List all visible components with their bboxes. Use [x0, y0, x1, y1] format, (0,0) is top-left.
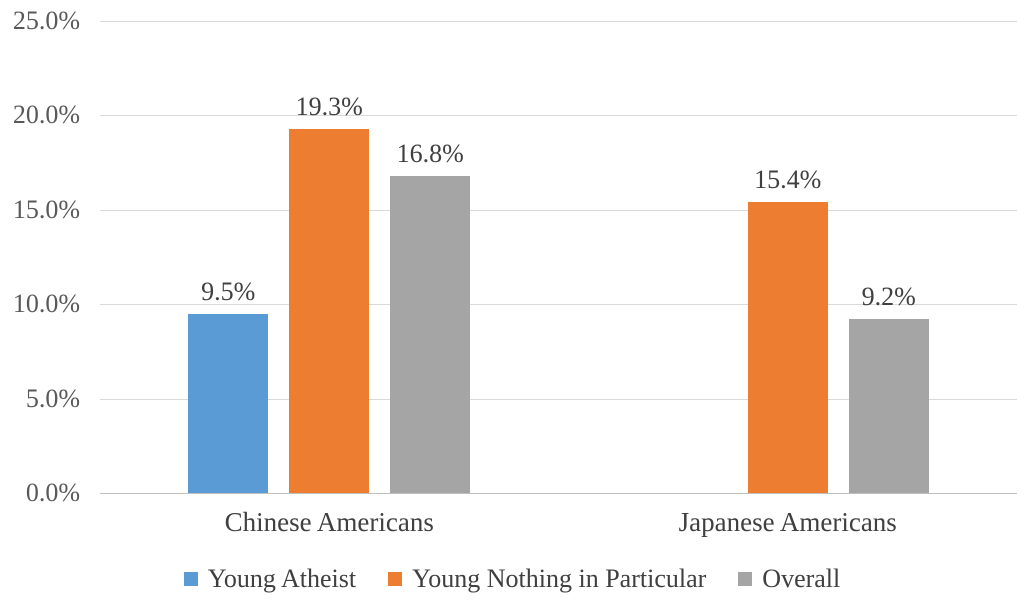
data-label: 9.5% — [201, 276, 256, 306]
bar-overall-group2 — [848, 319, 929, 493]
bar-young-nothing-in-particular-group2 — [747, 202, 828, 493]
data-label: 16.8% — [396, 138, 464, 168]
gridline — [100, 115, 1017, 117]
legend-swatch-icon — [738, 572, 753, 586]
y-axis-tick-label: 0.0% — [25, 478, 80, 507]
y-axis-tick-label: 15.0% — [12, 194, 80, 224]
legend-item-overall: Overall — [738, 564, 840, 594]
x-axis-category-label: Chinese Americans — [224, 507, 434, 537]
legend-swatch-icon — [388, 572, 403, 586]
legend-label: Young Nothing in Particular — [412, 564, 707, 593]
legend: Young Atheist Young Nothing in Particular… — [0, 564, 1024, 594]
legend-label: Overall — [762, 564, 841, 593]
gridline — [100, 209, 1017, 211]
y-axis-tick-label: 10.0% — [12, 289, 80, 319]
legend-swatch-icon — [183, 572, 198, 586]
x-axis-line — [100, 493, 1017, 494]
data-label: 9.2% — [861, 282, 916, 312]
data-label: 19.3% — [295, 91, 363, 121]
x-axis-category-label: Japanese Americans — [678, 507, 897, 537]
legend-item-young-nothing-in-particular: Young Nothing in Particular — [388, 564, 706, 594]
legend-item-young-atheist: Young Atheist — [183, 564, 357, 594]
y-axis-tick-label: 25.0% — [12, 6, 80, 35]
bar-young-atheist-group1 — [188, 313, 269, 493]
y-axis-tick-label: 5.0% — [25, 383, 80, 413]
gridline — [100, 21, 1017, 22]
gridline — [100, 398, 1017, 400]
bar-young-nothing-in-particular-group1 — [289, 128, 370, 493]
y-axis-tick-label: 20.0% — [12, 100, 80, 130]
data-label: 15.4% — [754, 165, 822, 195]
gridline — [100, 304, 1017, 306]
bar-overall-group1 — [390, 175, 471, 493]
legend-label: Young Atheist — [207, 564, 357, 593]
